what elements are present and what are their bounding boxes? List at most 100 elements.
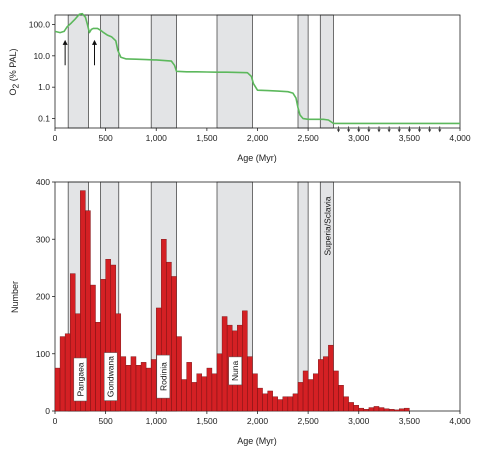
histogram-x-ticks: 0 500 1,000 1,500 2,000 2,500 3,000 3,500 4,000 xyxy=(53,411,471,426)
superia-sclavia-label-text: Superia/Sclavia xyxy=(322,196,332,255)
oxygen-down-arrow-head-1 xyxy=(347,129,351,133)
histogram-bar-28 xyxy=(196,373,203,412)
histogram-bar-49 xyxy=(302,370,309,412)
histogram-bar-61 xyxy=(363,409,370,412)
histogram-bar-15 xyxy=(130,356,137,412)
oxygen-down-arrow-head-10 xyxy=(438,129,442,133)
band-label-0: Pangaea xyxy=(73,357,88,402)
oxygen-shaded-interval-2 xyxy=(150,14,177,129)
histogram-bar-51 xyxy=(312,373,319,412)
oxygen-down-arrow-head-4 xyxy=(377,129,381,133)
oxygen-x-tick-label-4: 2,000 xyxy=(247,133,269,143)
oxygen-x-tick-label-6: 3,000 xyxy=(348,133,370,143)
histogram-bar-45 xyxy=(282,396,289,412)
band-label-1: Gondwana xyxy=(103,352,118,401)
histogram-bar-46 xyxy=(287,396,294,412)
histogram-bar-52 xyxy=(318,359,324,412)
oxygen-shaded-interval-5 xyxy=(319,14,334,129)
histogram-bar-65 xyxy=(383,408,390,412)
histogram-bar-29 xyxy=(201,376,208,412)
histogram-bar-58 xyxy=(348,402,354,412)
band-label-box-1 xyxy=(103,352,118,401)
histogram-bar-47 xyxy=(292,393,299,412)
band-label-text-0: Pangaea xyxy=(75,362,85,396)
oxygen-down-arrow-head-0 xyxy=(336,129,341,133)
histogram-bar-26 xyxy=(186,362,192,412)
oxygen-panel: 100.0 10.0 1.0 0.1 0 500 1,000 1,500 2,000 2,500… xyxy=(8,12,471,163)
histogram-x-tick-label-3: 1,500 xyxy=(196,416,218,426)
histogram-bar-0 xyxy=(54,367,61,412)
histogram-bar-13 xyxy=(120,356,127,412)
histogram-bar-2 xyxy=(64,333,71,412)
band-label-box-2 xyxy=(156,354,171,399)
histogram-bar-63 xyxy=(373,406,380,412)
histogram-bar-33 xyxy=(221,316,228,412)
histogram-bar-41 xyxy=(262,393,268,412)
oxygen-down-arrow-head-9 xyxy=(428,129,432,133)
histogram-bar-54 xyxy=(328,344,334,412)
oxygen-series xyxy=(54,12,460,125)
oxygen-down-arrow-head-2 xyxy=(357,129,361,133)
histogram-x-tick-label-5: 2,500 xyxy=(297,416,319,426)
histogram-bar-42 xyxy=(267,390,273,412)
histogram-bar-17 xyxy=(140,362,147,412)
histogram-bar-44 xyxy=(277,399,284,412)
histogram-band-labels: Pangaea Gondwana Rodinia Nuna Superia/Sclavi… xyxy=(73,196,332,402)
oxygen-x-tick-label-2: 1,000 xyxy=(146,133,168,143)
histogram-bar-30 xyxy=(206,367,213,412)
oxygen-x-ticks: 0 500 1,000 1,500 2,000 2,500 3,000 3,500 4,000 xyxy=(53,128,471,143)
oxygen-down-arrow-head-8 xyxy=(417,129,422,133)
oxygen-arrows xyxy=(62,39,442,133)
oxygen-y-axis-label-subscript: 2 xyxy=(11,84,21,89)
histogram-bar-43 xyxy=(272,396,278,412)
oxygen-x-tick-label-8: 4,000 xyxy=(449,133,471,143)
histogram-x-tick-label-0: 0 xyxy=(53,416,58,426)
histogram-x-tick-label-1: 500 xyxy=(99,416,113,426)
histogram-y-axis-label: Number xyxy=(10,281,20,313)
histogram-y-tick-label-1: 100 xyxy=(36,349,50,359)
histogram-bar-18 xyxy=(145,367,152,412)
oxygen-down-arrow-head-7 xyxy=(407,129,411,133)
histogram-bar-14 xyxy=(125,365,132,412)
oxygen-down-arrow-head-5 xyxy=(387,129,391,133)
histogram-x-tick-label-2: 1,000 xyxy=(146,416,168,426)
histogram-bar-66 xyxy=(388,409,395,412)
histogram-bar-40 xyxy=(257,387,263,412)
band-label-text-3: Nuna xyxy=(230,360,240,381)
histogram-bar-7 xyxy=(90,284,96,412)
histogram-bar-48 xyxy=(297,382,304,412)
oxygen-y-tick-label-1: 10.0 xyxy=(33,51,50,61)
histogram-bar-50 xyxy=(307,379,314,412)
histogram-bar-31 xyxy=(211,373,218,412)
superia-sclavia-label: Superia/Sclavia xyxy=(322,196,332,255)
oxygen-x-tick-label-5: 2,500 xyxy=(297,133,319,143)
oxygen-down-arrow-head-3 xyxy=(367,129,371,133)
band-label-box-0 xyxy=(73,357,88,402)
histogram-x-tick-label-6: 3,000 xyxy=(348,416,370,426)
band-label-text-1: Gondwana xyxy=(106,356,116,397)
oxygen-y-tick-label-2: 1.0 xyxy=(38,82,50,92)
oxygen-up-arrow-head-0 xyxy=(62,39,68,45)
histogram-x-tick-label-8: 4,000 xyxy=(449,416,471,426)
histogram-bar-69 xyxy=(404,407,410,412)
histogram-bar-27 xyxy=(191,382,197,412)
histogram-bar-53 xyxy=(323,356,329,412)
band-label-3: Nuna xyxy=(228,356,242,386)
histogram-x-tick-label-4: 2,000 xyxy=(247,416,269,426)
histogram-bar-55 xyxy=(333,370,339,412)
band-label-2: Rodinia xyxy=(156,354,171,399)
histogram-y-tick-label-3: 300 xyxy=(36,234,50,244)
oxygen-y-axis-label-main: O xyxy=(8,89,18,96)
histogram-y-ticks: 0 100 200 300 400 xyxy=(36,177,55,416)
histogram-bar-1 xyxy=(59,336,66,412)
oxygen-x-axis-label: Age (Myr) xyxy=(237,153,277,163)
histogram-bar-16 xyxy=(135,365,142,412)
histogram-bar-60 xyxy=(358,407,365,412)
histogram-bar-68 xyxy=(399,408,405,412)
histogram-x-axis-label: Age (Myr) xyxy=(237,436,277,446)
oxygen-up-arrow-head-1 xyxy=(91,39,97,45)
histogram-panel: 0 100 200 300 400 0 500 1,000 1,500 2,000 2,500 3,… xyxy=(10,177,471,446)
oxygen-y-axis-label-rest: (% PAL) xyxy=(8,48,18,83)
oxygen-shaded-interval-0 xyxy=(67,14,89,129)
